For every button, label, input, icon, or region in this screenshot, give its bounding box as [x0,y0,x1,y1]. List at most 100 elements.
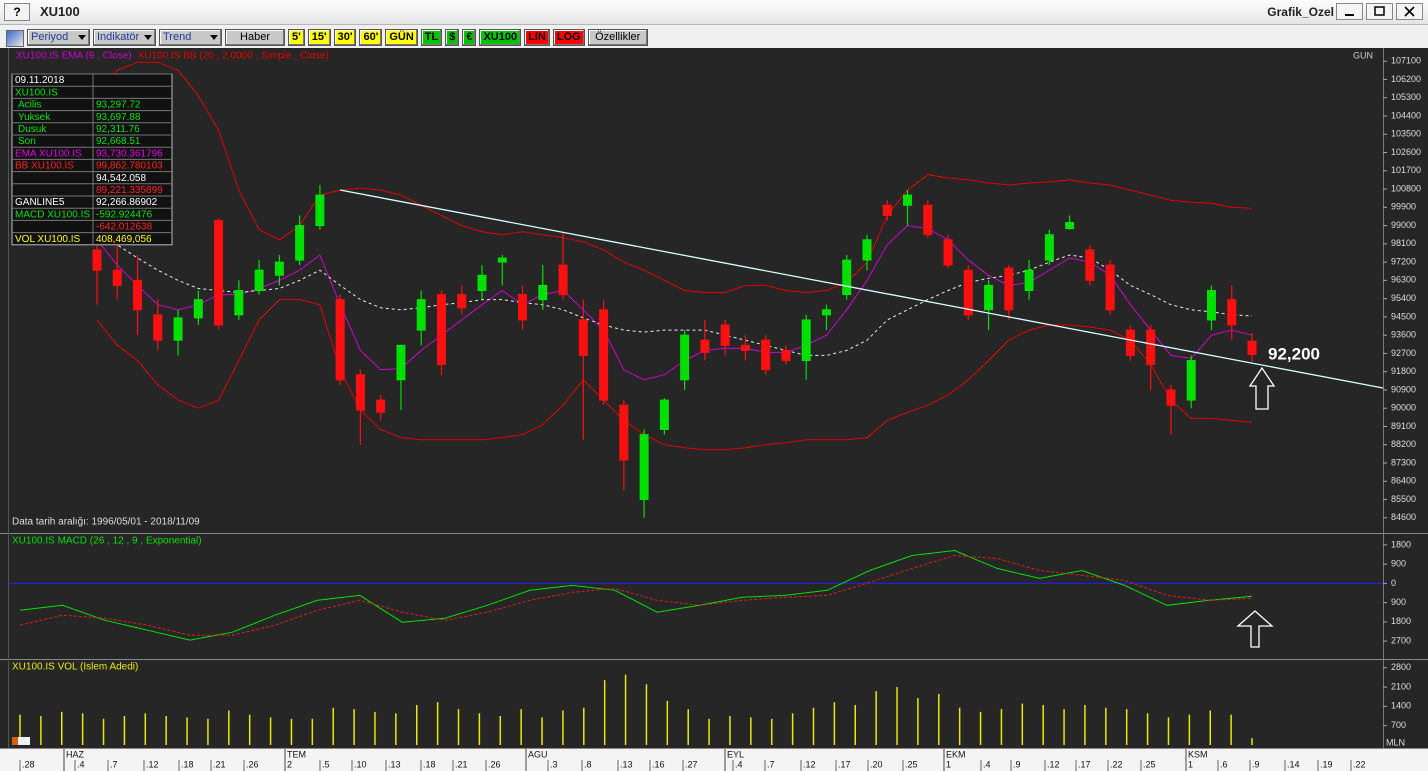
candle-body [315,194,325,227]
candle-body [700,339,710,353]
candle-body [274,261,284,276]
y-tick-label: 94500 [1391,311,1416,321]
candle-body [903,194,913,206]
unit-label: MLN [1386,737,1405,747]
candle-body [1024,269,1034,292]
candle-body [416,299,426,331]
candle-body [599,309,609,401]
candle-body [1105,264,1115,311]
y-tick-label: 91800 [1391,366,1416,376]
candle-body [659,399,669,431]
indicator-line [96,61,1253,294]
candle-body [740,344,750,351]
toolbar-button[interactable]: Indikatör [93,29,156,46]
info-value: 92,668.51 [96,136,141,147]
x-tick-label: .26 [488,759,501,769]
candle-body [295,225,305,261]
x-tick-label: .17 [838,759,851,769]
y-tick-label: 99000 [1391,220,1416,230]
x-tick-label: .5 [322,759,330,769]
y-tick-label: 101700 [1391,165,1421,175]
toolbar-button[interactable]: 60' [359,29,383,46]
candle-body [355,374,365,411]
y-tick-label: 93600 [1391,330,1416,340]
indicator-line [96,299,1253,451]
month-label: EKM [946,749,966,759]
y-tick-label: 97200 [1391,256,1416,266]
y-tick-label: 89100 [1391,421,1416,431]
candle-body [943,239,953,266]
candle-body [518,294,528,321]
date-range: Data tarih aralığı: 1996/05/01 - 2018/11… [12,517,200,528]
candle-body [821,309,831,316]
x-tick-label: .19 [1320,759,1333,769]
toolbar-button[interactable]: 15' [307,29,331,46]
candle-body [396,344,406,381]
arrow-annotation [1248,366,1276,410]
x-tick-label: .18 [423,759,436,769]
maximize-button[interactable] [1366,3,1393,20]
month-label: HAZ [66,749,85,759]
info-value: 93,697.88 [96,112,141,123]
toolbar-button[interactable]: 30' [333,29,357,46]
x-tick-label: 2 [287,759,292,769]
toolbar-button[interactable]: € [462,29,477,46]
candle-body [1065,222,1075,230]
panel-title: XU100.IS VOL (Islem Adedi) [12,662,138,673]
toolbar-button[interactable]: 5' [288,29,305,46]
toolbar-button[interactable]: Haber [225,29,285,46]
candle-body [497,257,507,263]
legend-entry: XU100.IS BB (20 , 2.0000 , Simple , Clos… [138,51,329,62]
info-value: 94,542.058 [96,173,146,184]
candle-body [538,284,548,301]
toolbar-button[interactable]: LIN [524,29,550,46]
toolbar: Periyod Indikatör Trend Haber 5' 15' 30' 60' GÜN… [0,28,1428,48]
app-icon [6,30,24,47]
info-value: 408,469,056 [96,234,152,245]
x-tick-label: 1 [1188,759,1193,769]
x-tick-label: .22 [1110,759,1123,769]
y-tick-label: 900 [1391,597,1406,607]
toolbar-button[interactable]: XU100 [479,29,522,46]
candle-body [781,349,791,362]
info-value: 93,297.72 [96,100,141,111]
candle-body [214,219,224,326]
x-tick-label: .4 [983,759,991,769]
toolbar-button[interactable]: Trend [159,29,222,46]
toolbar-button[interactable]: LOG [552,29,585,46]
y-tick-label: 87300 [1391,457,1416,467]
price-panel: 107100 106200 105300 104400 103500 102600 1017… [12,50,1421,527]
candle-body [639,434,649,501]
toolbar-button[interactable]: Periyod [27,29,90,46]
toolbar-button[interactable]: TL [420,29,443,46]
candle-body [1247,340,1257,355]
toolbar-button[interactable]: $ [445,29,460,46]
toolbar-button[interactable]: GÜN [385,29,418,46]
y-tick-label: 106200 [1391,74,1421,84]
info-label: Dusuk [18,124,47,135]
candle-body [842,259,852,296]
x-tick-label: .12 [803,759,816,769]
candle-body [984,284,994,311]
y-tick-label: 88200 [1391,439,1416,449]
month-label: TEM [287,749,306,759]
close-button[interactable] [1396,3,1423,20]
x-tick-label: .10 [354,759,367,769]
month-label: EYL [727,749,744,759]
window-title: XU100 [40,4,80,19]
candle-body [882,204,892,216]
minimize-button[interactable] [1336,3,1363,20]
info-value: -642.012638 [96,222,153,233]
candle-body [761,339,771,371]
toolbar-button[interactable]: Özellikler [587,29,648,46]
candle-body [1044,234,1054,261]
y-tick-label: 95400 [1391,293,1416,303]
help-button[interactable]: ? [4,3,30,21]
y-tick-label: 104400 [1391,110,1421,120]
candle-body [376,399,386,413]
info-label: Yuksek [18,112,51,123]
x-tick-label: .6 [1220,759,1228,769]
price-annotation: 92,200 [1268,344,1320,363]
month-label: KSM [1188,749,1208,759]
